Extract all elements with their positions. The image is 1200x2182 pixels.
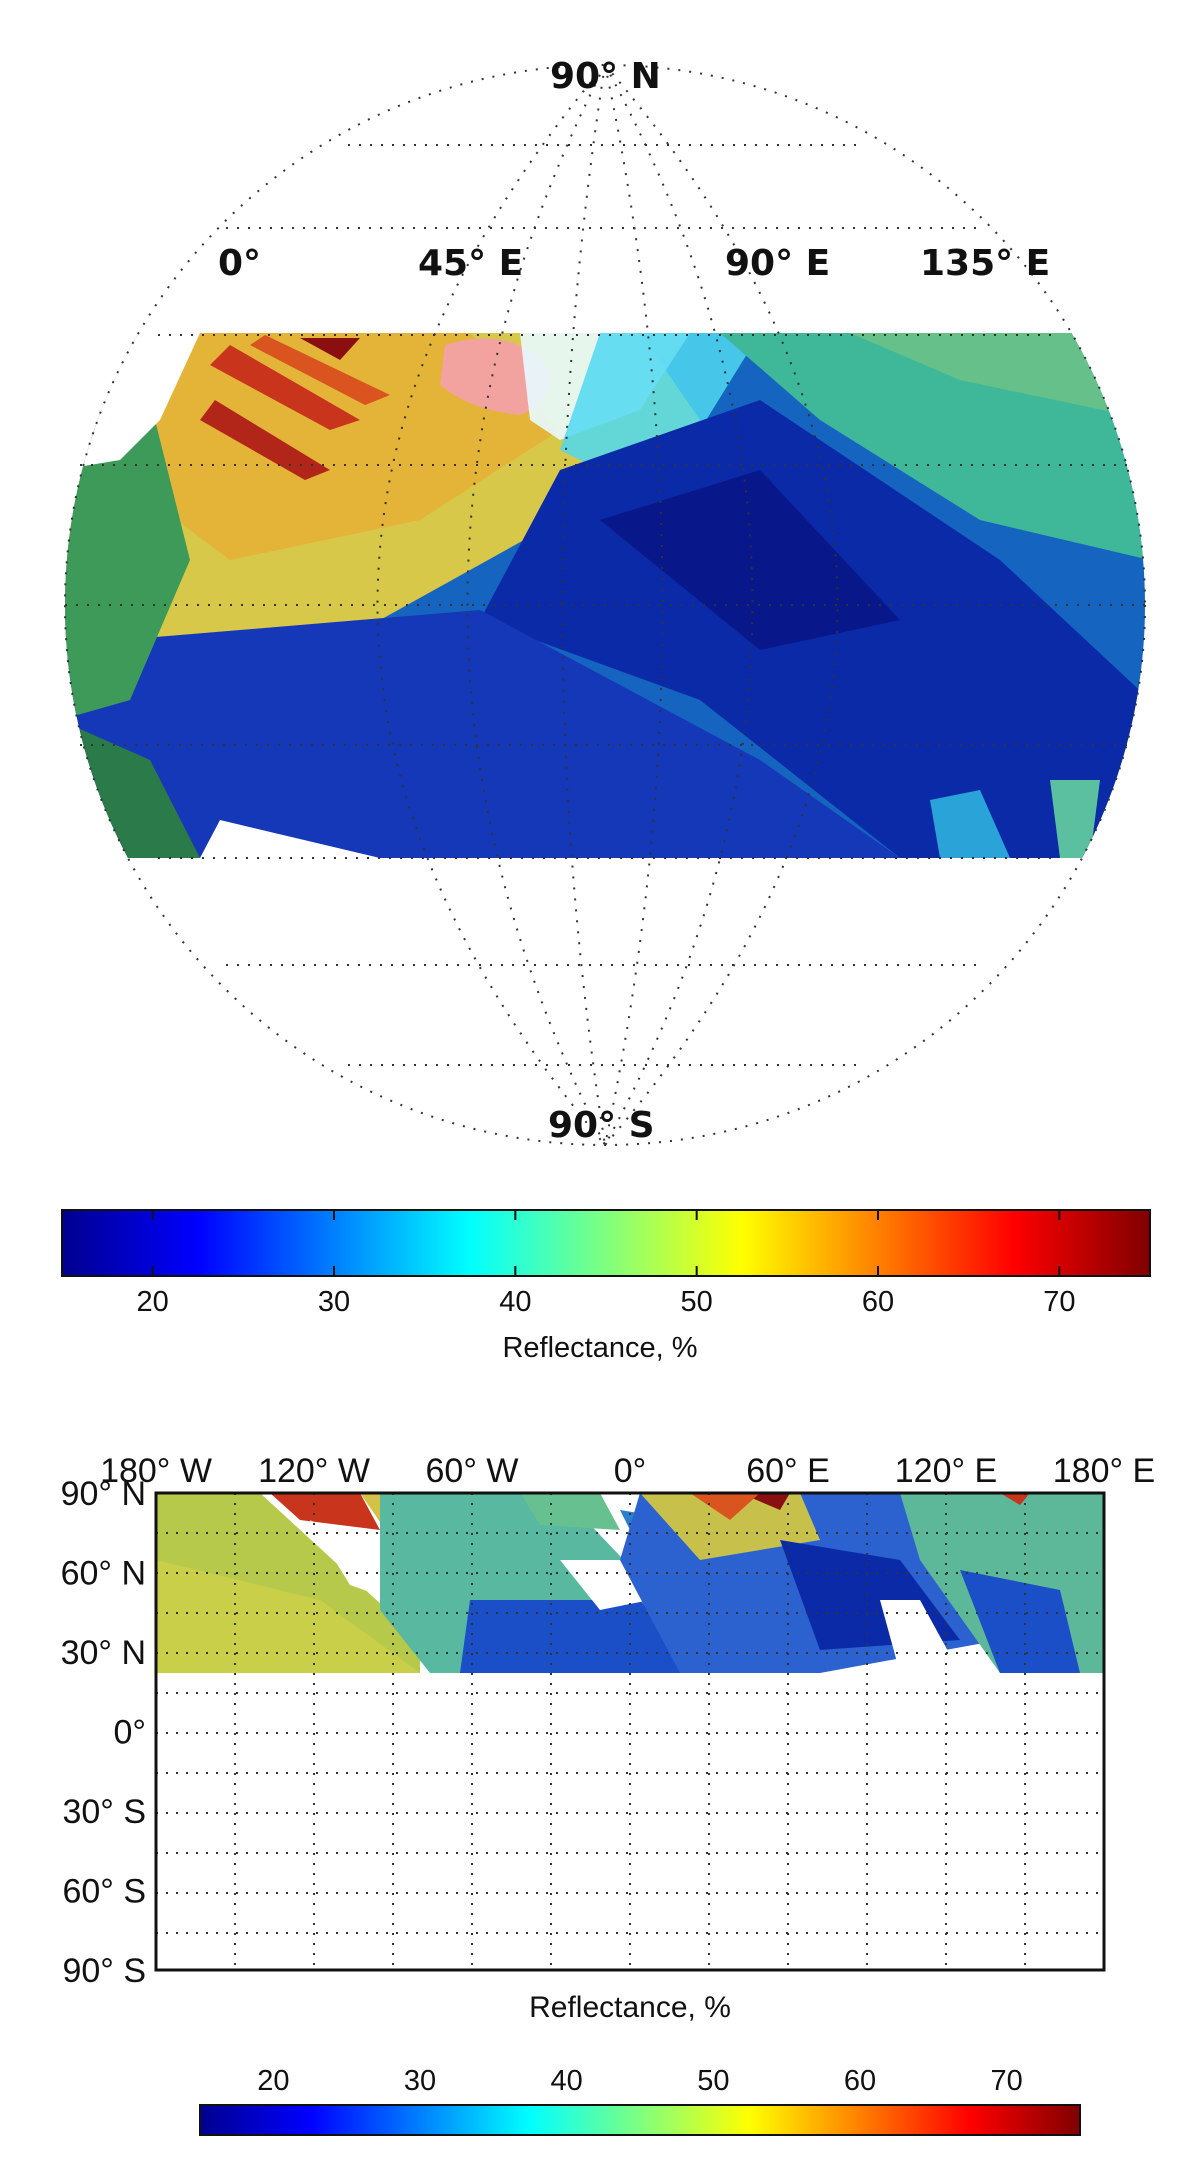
map-lat-label: 30° S xyxy=(62,1793,146,1831)
colorbar-top-tick-label: 60 xyxy=(862,1286,894,1318)
colorbar-bottom: 20 30 40 50 60 70 xyxy=(199,2065,1081,2136)
cylindrical-map: 180° W 120° W 60° W 0° 60° E 120° E 180° E 90°… xyxy=(61,1452,1156,2024)
colorbar-bottom-tick-label: 50 xyxy=(697,2065,729,2097)
globe-lat-label-north: 90° N xyxy=(550,56,661,97)
map-lon-label: 60° W xyxy=(426,1452,519,1490)
colorbar-top-tick-label: 50 xyxy=(681,1286,713,1318)
colorbar-bottom-gradient xyxy=(199,2104,1081,2136)
colorbar-bottom-ticks: 20 30 40 50 60 70 xyxy=(257,2065,1023,2135)
map-colorbar-label: Reflectance, % xyxy=(529,1991,731,2024)
map-lat-label: 0° xyxy=(113,1714,146,1752)
map-lon-label: 180° E xyxy=(1053,1452,1155,1490)
colorbar-top-tick-label: 70 xyxy=(1043,1286,1075,1318)
colorbar-bottom-tick-label: 40 xyxy=(551,2065,583,2097)
map-lat-label: 30° N xyxy=(61,1634,146,1672)
map-lon-label: 120° E xyxy=(895,1452,997,1490)
globe-reflectance-band xyxy=(65,333,1145,858)
map-lat-label: 90° S xyxy=(62,1952,146,1990)
colorbar-bottom-tick-label: 70 xyxy=(991,2065,1023,2097)
globe-lon-label-0: 0° xyxy=(218,243,261,284)
map-lat-label: 90° N xyxy=(61,1475,146,1513)
globe-lat-label-south: 90° S xyxy=(548,1105,655,1146)
colorbar-top-tick-label: 30 xyxy=(318,1286,350,1318)
map-lon-label: 60° E xyxy=(746,1452,830,1490)
colorbar-top-tick-label: 20 xyxy=(137,1286,169,1318)
map-lon-label: 180° W xyxy=(100,1452,212,1490)
map-lat-label: 60° N xyxy=(61,1555,146,1593)
globe-map: 90° N 90° S 0° 45° E 90° E 135° E xyxy=(64,56,1146,1146)
map-lon-label: 0° xyxy=(614,1452,647,1490)
colorbar-top-gradient xyxy=(61,1209,1151,1277)
map-gridlines xyxy=(156,1493,1104,1970)
colorbar-top-tick-label: 40 xyxy=(499,1286,531,1318)
map-longitude-labels: 180° W 120° W 60° W 0° 60° E 120° E 180° E xyxy=(100,1452,1155,1490)
globe-lon-label-90e: 90° E xyxy=(725,243,830,284)
colorbar-top-ticks: 20 30 40 50 60 70 xyxy=(137,1210,1075,1318)
globe-lon-label-135e: 135° E xyxy=(920,243,1050,284)
map-latitude-labels: 90° N 60° N 30° N 0° 30° S 60° S 90° S xyxy=(61,1475,146,1990)
map-frame xyxy=(154,1491,1106,1972)
colorbar-bottom-tick-label: 30 xyxy=(404,2065,436,2097)
colorbar-top: 20 30 40 50 60 70 Reflectance, % xyxy=(61,1209,1151,1364)
colorbar-top-label: Reflectance, % xyxy=(502,1332,697,1364)
colorbar-bottom-tick-label: 60 xyxy=(844,2065,876,2097)
globe-lon-label-45e: 45° E xyxy=(418,243,523,284)
colorbar-bottom-tick-label: 20 xyxy=(257,2065,289,2097)
globe-graticule xyxy=(64,64,1146,1146)
map-lat-label: 60° S xyxy=(62,1873,146,1911)
map-lon-label: 120° W xyxy=(258,1452,370,1490)
